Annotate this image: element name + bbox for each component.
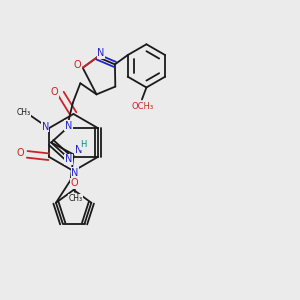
Text: N: N (41, 122, 49, 132)
Text: H: H (80, 140, 87, 149)
Text: O: O (70, 178, 78, 188)
Text: N: N (75, 145, 82, 155)
Text: OCH₃: OCH₃ (131, 102, 154, 111)
Text: N: N (64, 154, 72, 164)
Text: CH₃: CH₃ (68, 194, 83, 203)
Text: O: O (74, 60, 81, 70)
Text: O: O (17, 148, 24, 158)
Text: O: O (50, 87, 58, 97)
Text: N: N (71, 168, 79, 178)
Text: N: N (98, 48, 105, 59)
Text: N: N (65, 121, 72, 131)
Text: CH₃: CH₃ (16, 108, 30, 117)
